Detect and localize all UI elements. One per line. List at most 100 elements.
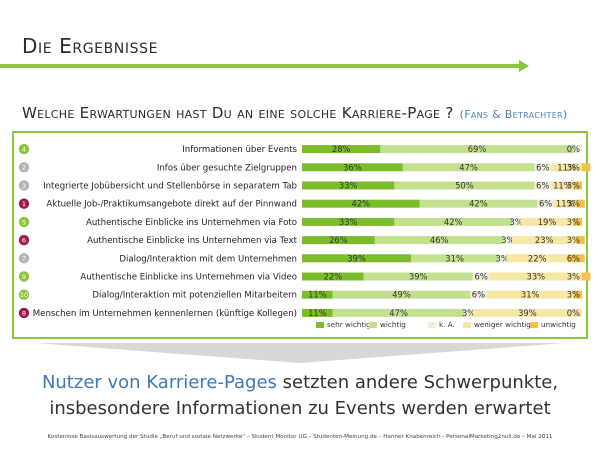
rank-badge-icon xyxy=(18,271,30,282)
bar-segment xyxy=(363,272,473,281)
legend-swatch xyxy=(463,322,471,328)
data-label: 3% xyxy=(501,235,514,245)
data-label: 42% xyxy=(351,199,370,209)
bar-segment xyxy=(486,290,574,299)
bar-segment xyxy=(472,272,490,281)
caption-highlight: Nutzer von Karriere-Pages xyxy=(41,372,277,393)
data-label: 69% xyxy=(468,144,487,154)
data-label: 3% xyxy=(567,290,580,300)
legend-swatch xyxy=(316,322,324,328)
bar-segment xyxy=(582,272,591,281)
bar-segment xyxy=(534,163,552,172)
data-label: 19% xyxy=(538,217,557,227)
data-label: 33% xyxy=(339,217,358,227)
data-label: 42% xyxy=(444,217,463,227)
legend-label: weniger wichtig xyxy=(474,320,531,329)
data-label: 11% xyxy=(557,162,576,172)
bar-segment xyxy=(302,290,333,299)
data-label: 3% xyxy=(567,217,580,227)
data-label: 3% xyxy=(567,162,580,172)
bar-segment xyxy=(534,181,552,190)
rule-arrowhead-icon xyxy=(519,60,529,72)
heading-rule xyxy=(0,64,522,68)
data-label: 6% xyxy=(567,253,580,263)
legend-swatch xyxy=(428,322,436,328)
rank-badge-number: 8 xyxy=(22,309,26,317)
bar-segment xyxy=(512,217,521,226)
rank-badge-number: 10 xyxy=(20,291,28,299)
data-label: 3% xyxy=(462,308,475,318)
data-label: 6% xyxy=(475,272,488,282)
rank-badge-number: 9 xyxy=(22,273,26,281)
data-label: 39% xyxy=(347,253,366,263)
legend-label: sehr wichtig xyxy=(327,320,371,329)
category-label: Menschen im Unternehmen kennenlernen (kü… xyxy=(33,309,297,319)
data-label: 3% xyxy=(496,253,509,263)
data-label: 23% xyxy=(535,235,554,245)
rank-badge-number: 6 xyxy=(22,237,26,245)
data-label: 6% xyxy=(539,199,552,209)
caption-line-1: Nutzer von Karriere-Pages setzten andere… xyxy=(0,372,600,393)
bar-segment xyxy=(332,290,470,299)
category-label: Authentische Einblicke ins Unternehmen v… xyxy=(86,218,297,228)
data-label: 33% xyxy=(339,181,358,191)
bar-segment xyxy=(573,145,582,154)
rank-badge-number: 4 xyxy=(22,146,26,154)
bar-segment xyxy=(498,254,507,263)
bar-segment xyxy=(302,181,395,190)
bar-segment xyxy=(302,199,420,208)
bar-segment xyxy=(551,163,582,172)
data-label: 50% xyxy=(455,181,474,191)
question-text: Welche Erwartungen hast Du an eine solch… xyxy=(22,104,454,122)
data-label: 39% xyxy=(409,272,428,282)
bar-segment xyxy=(537,199,554,208)
data-label: 49% xyxy=(392,290,411,300)
chart-frame xyxy=(12,131,588,339)
legend-swatch xyxy=(530,322,538,328)
rank-badge-icon xyxy=(18,307,30,319)
bar-segment xyxy=(402,163,535,172)
category-label: Infos über gesuchte Zielgruppen xyxy=(157,163,297,173)
legend-label: k. A. xyxy=(439,320,455,329)
bar-segment xyxy=(573,181,582,190)
bar-segment xyxy=(332,308,465,317)
data-label: 3% xyxy=(567,272,580,282)
caption-line-2: insbesondere Informationen zu Events wer… xyxy=(49,398,551,419)
bar-segment xyxy=(573,290,582,299)
bar-segment xyxy=(520,217,574,226)
category-label: Dialog/Interaktion mit potenziellen Mita… xyxy=(92,291,297,301)
bar-segment xyxy=(302,308,333,317)
chart-question: Welche Erwartungen hast Du an eine solch… xyxy=(22,104,568,122)
bar-segment xyxy=(554,199,577,208)
rank-badge-icon xyxy=(18,162,30,173)
bar-segment xyxy=(503,236,512,245)
data-label: 11% xyxy=(553,181,572,191)
bar-segment xyxy=(419,199,538,208)
bar-segment xyxy=(302,236,375,245)
bar-segment xyxy=(394,181,535,190)
data-label: 11% xyxy=(308,308,327,318)
legend-swatch xyxy=(369,322,377,328)
data-label: 3% xyxy=(510,217,523,227)
bar-segment xyxy=(573,217,582,226)
question-subtitle: (Fans & Betrachter) xyxy=(459,108,568,121)
category-label: Integrierte Jobübersicht und Stellenbörs… xyxy=(43,182,297,192)
data-label: 22% xyxy=(528,253,547,263)
data-label: 11% xyxy=(308,290,327,300)
data-label: 6% xyxy=(536,181,549,191)
rank-badge-icon xyxy=(18,143,30,155)
category-label: Aktuelle Job-/Praktikumsangebote direkt … xyxy=(46,200,297,210)
rank-badge-icon xyxy=(18,216,30,228)
bar-segment xyxy=(302,163,403,172)
bar-segment xyxy=(568,254,585,263)
rank-badge-icon xyxy=(18,253,30,264)
data-label: 6% xyxy=(472,290,485,300)
data-label: 0% xyxy=(567,144,580,154)
data-label: 28% xyxy=(332,144,351,154)
rank-badge-icon xyxy=(18,234,30,246)
legend-label: wichtig xyxy=(380,320,406,329)
bar-segment xyxy=(302,254,412,263)
data-label: 42% xyxy=(469,199,488,209)
bar-segment xyxy=(551,181,574,190)
rank-badge-number: 7 xyxy=(22,255,26,263)
